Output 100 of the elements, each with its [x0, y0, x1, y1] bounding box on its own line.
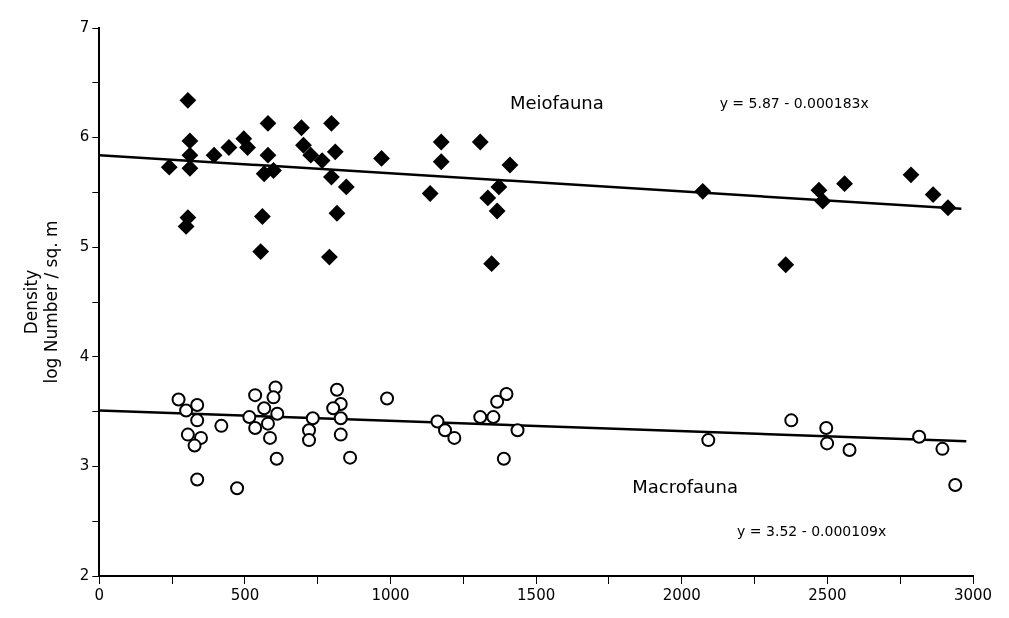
x-tick-label: 1000 — [371, 585, 410, 604]
point — [479, 189, 496, 206]
point — [269, 451, 284, 466]
x-tick-label: 0 — [94, 585, 105, 604]
point — [327, 143, 344, 160]
y-tick-label: 7 — [79, 17, 90, 36]
y-tick-label: 5 — [79, 237, 90, 256]
y-tick-label: 6 — [79, 127, 90, 146]
point — [836, 175, 853, 192]
point — [265, 162, 282, 179]
point — [433, 133, 450, 150]
point — [489, 203, 506, 220]
point — [326, 401, 341, 416]
point — [206, 147, 223, 164]
x-tick-label: 500 — [230, 585, 260, 604]
annotation: y = 5.87 - 0.000183x — [719, 95, 869, 112]
point — [323, 115, 340, 132]
point — [422, 185, 439, 202]
point — [266, 390, 281, 405]
point — [248, 388, 263, 403]
point — [329, 382, 344, 397]
point — [777, 256, 794, 273]
point — [328, 205, 345, 222]
point — [171, 392, 186, 407]
point — [333, 427, 348, 442]
point — [293, 119, 310, 136]
point — [810, 182, 827, 199]
point — [433, 153, 450, 170]
point — [257, 401, 272, 416]
point — [447, 430, 462, 445]
point — [323, 169, 340, 186]
point — [490, 178, 507, 195]
y-axis-title: Density log Number / sq. m — [20, 220, 62, 384]
point — [179, 92, 196, 109]
text: Meiofauna — [509, 92, 604, 114]
point — [814, 193, 831, 210]
point — [314, 152, 331, 169]
point — [472, 133, 489, 150]
point — [925, 186, 942, 203]
y-tick-label: 3 — [79, 456, 90, 475]
point — [181, 132, 198, 149]
point — [302, 433, 317, 448]
point — [430, 414, 445, 429]
point — [820, 436, 835, 451]
point — [902, 166, 919, 183]
point — [259, 147, 276, 164]
text: Macrofauna — [632, 475, 738, 497]
point — [190, 398, 205, 413]
point — [181, 160, 198, 177]
point — [694, 183, 711, 200]
point — [220, 139, 237, 156]
point — [501, 157, 518, 173]
point — [338, 178, 355, 195]
point — [321, 249, 338, 266]
point — [260, 416, 275, 431]
point — [259, 115, 276, 132]
point — [819, 421, 834, 436]
point — [373, 150, 390, 167]
point — [343, 450, 358, 465]
point — [784, 413, 799, 428]
point — [179, 403, 194, 418]
point — [230, 481, 245, 496]
point — [510, 423, 525, 438]
point — [380, 391, 395, 406]
x-tick-label: 2500 — [808, 585, 847, 604]
point — [214, 418, 229, 433]
point — [438, 423, 453, 438]
y-tick-label: 4 — [79, 346, 90, 365]
point — [263, 430, 277, 445]
point — [252, 243, 269, 260]
point — [939, 199, 956, 216]
point — [242, 410, 257, 425]
point — [948, 478, 963, 493]
x-tick-label: 2000 — [662, 585, 701, 604]
point — [333, 411, 348, 426]
point — [486, 410, 501, 425]
point — [180, 427, 195, 442]
point — [473, 410, 488, 425]
point — [254, 208, 271, 225]
annotation: y = 3.52 - 0.000109x — [737, 522, 887, 539]
point — [912, 429, 927, 444]
point — [490, 394, 505, 409]
point — [239, 139, 256, 156]
point — [190, 413, 205, 428]
point — [270, 406, 285, 421]
point — [295, 137, 312, 154]
point — [701, 433, 716, 448]
x-tick-label: 3000 — [953, 585, 993, 604]
point — [483, 255, 500, 272]
point — [842, 442, 857, 457]
point — [161, 159, 178, 176]
point — [302, 147, 319, 164]
point — [499, 387, 514, 402]
x-tick-label: 1500 — [517, 585, 556, 604]
point — [496, 451, 511, 466]
y-tick-label: 2 — [79, 565, 90, 584]
point — [305, 411, 320, 426]
point — [187, 438, 202, 453]
point — [935, 441, 950, 456]
point — [190, 472, 205, 487]
